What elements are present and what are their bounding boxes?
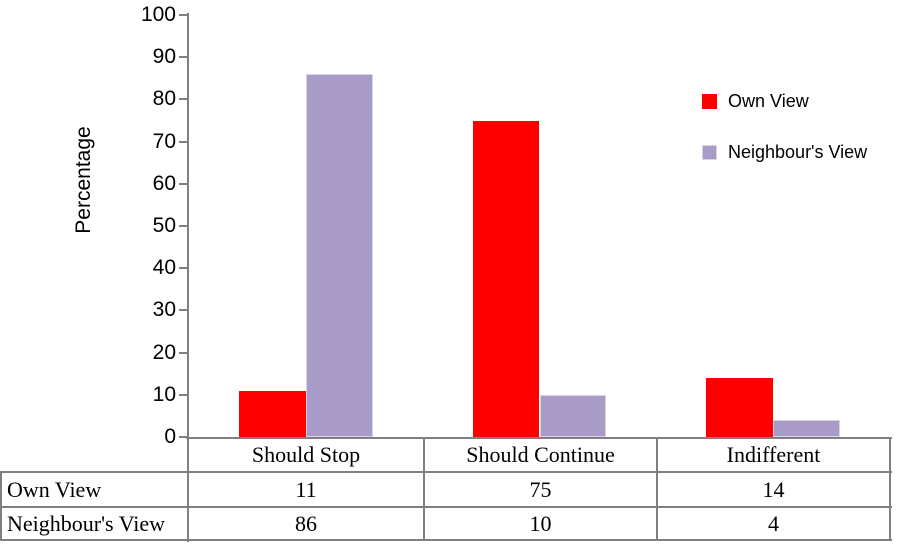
y-tick-mark: [179, 436, 188, 438]
y-tick-label: 70: [152, 129, 176, 153]
y-tick-mark: [179, 267, 188, 270]
table-header-cell-indifferent: Indifferent: [726, 442, 821, 467]
y-tick-label: 90: [152, 45, 176, 69]
table-value-neighbour-s-view-should-stop: 86: [295, 511, 317, 536]
table-border: [0, 539, 892, 541]
table-border: [0, 471, 2, 541]
y-tick-mark: [179, 140, 188, 143]
y-tick-mark: [179, 98, 188, 101]
y-tick-label: 0: [164, 425, 176, 448]
y-tick-mark: [179, 309, 188, 312]
legend-label: Neighbour's View: [728, 141, 868, 162]
neighbours-view-legend-swatch-icon: [702, 144, 717, 160]
table-value-own-view-should-stop: 11: [295, 477, 317, 502]
bar-neighbour-s-view-should-continue: [539, 394, 607, 437]
y-tick-mark: [179, 182, 188, 185]
y-tick-mark: [179, 225, 188, 227]
y-axis-title: Percentage: [72, 126, 95, 234]
table-border: [889, 437, 891, 541]
table-row-label-own-view: Own View: [7, 477, 102, 502]
table-border: [0, 506, 892, 508]
y-tick-mark: [179, 56, 188, 59]
table-value-neighbour-s-view-indifferent: 4: [768, 511, 779, 536]
bar-neighbour-s-view-should-stop: [305, 74, 373, 437]
y-tick-mark: [179, 393, 188, 396]
table-value-neighbour-s-view-should-continue: 10: [529, 511, 552, 536]
legend-entry-own-view: Own View: [702, 88, 867, 114]
y-tick-mark: [179, 14, 188, 16]
y-tick-label: 50: [152, 214, 176, 237]
bar-own-view-should-stop: [239, 390, 306, 437]
x-axis-line: [186, 437, 892, 439]
table-border: [656, 437, 658, 541]
bar-own-view-should-continue: [472, 120, 540, 437]
legend-entry-neighbours-view: Neighbour's View: [702, 139, 867, 165]
y-tick-label: 60: [152, 171, 176, 195]
y-tick-label: 40: [152, 256, 176, 280]
y-tick-label: 80: [152, 87, 176, 111]
y-tick-label: 20: [152, 340, 176, 364]
y-tick-mark: [179, 351, 188, 354]
y-tick-label: 100: [140, 3, 176, 26]
y-tick-label: 10: [152, 382, 176, 406]
bar-neighbour-s-view-indifferent: [773, 420, 840, 437]
table-value-own-view-indifferent: 14: [762, 477, 785, 502]
legend-label: Own View: [728, 90, 809, 111]
y-tick-label: 30: [152, 298, 176, 322]
table-header-cell-should-continue: Should Continue: [466, 442, 615, 467]
y-axis-line: [187, 13, 189, 542]
table-row-label-neighbour-s-view: Neighbour's View: [7, 511, 166, 536]
own-view-legend-swatch-icon: [702, 93, 717, 109]
table-border: [0, 471, 892, 473]
legend: Own View Neighbour's View: [702, 88, 867, 190]
table-border: [423, 437, 425, 541]
table-value-own-view-should-continue: 75: [529, 477, 552, 502]
table-header-cell-should-stop: Should Stop: [251, 442, 361, 467]
bar-own-view-indifferent: [706, 377, 774, 437]
